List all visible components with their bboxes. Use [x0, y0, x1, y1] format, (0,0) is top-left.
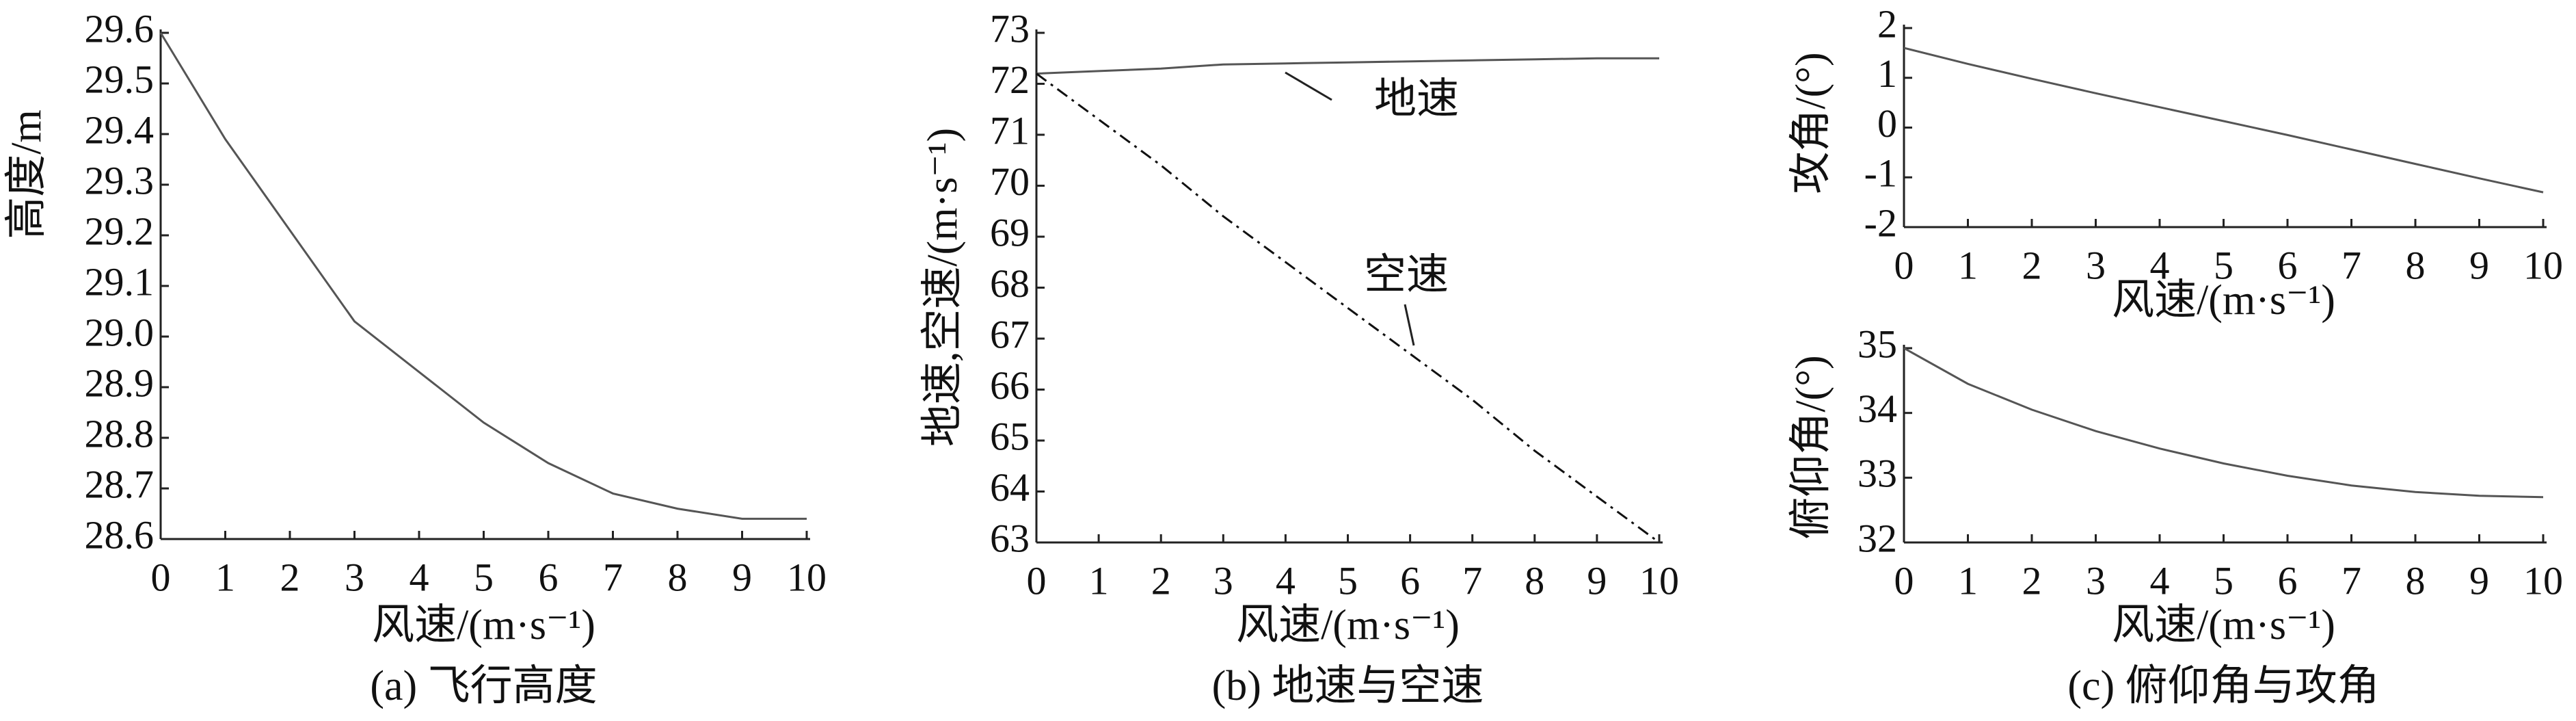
x-tick-label: 1 [1958, 558, 1978, 603]
y-tick-label: 72 [990, 57, 1030, 102]
y-tick-label: 28.7 [85, 462, 155, 506]
caption: (b) 地速与空速 [1212, 663, 1484, 709]
y-tick-label: 29.4 [85, 107, 155, 152]
x-tick-label: 6 [1400, 558, 1420, 603]
y-tick-label: 34 [1857, 386, 1897, 431]
y-tick-label: 73 [990, 6, 1030, 51]
series-annotation: 空速 [1364, 252, 1449, 298]
y-tick-label: -2 [1864, 200, 1897, 245]
x-tick-label: 5 [1338, 558, 1358, 603]
y-tick-label: 63 [990, 516, 1030, 560]
x-tick-label: 0 [1894, 243, 1914, 287]
y-axis-label: 攻角/(°) [1788, 52, 1834, 194]
caption: (a) 飞行高度 [370, 663, 597, 709]
x-tick-label: 7 [2342, 558, 2361, 603]
x-tick-label: 4 [1276, 558, 1296, 603]
x-tick-label: 7 [2342, 243, 2361, 287]
x-tick-label: 9 [2469, 558, 2489, 603]
x-tick-label: 1 [215, 555, 235, 599]
x-tick-label: 9 [2469, 243, 2489, 287]
y-tick-label: 29.6 [85, 6, 155, 51]
x-tick-label: 6 [539, 555, 559, 599]
x-tick-label: 8 [668, 555, 688, 599]
x-tick-label: 7 [603, 555, 623, 599]
y-tick-label: 29.1 [85, 259, 155, 304]
y-tick-label: 29.5 [85, 57, 155, 101]
x-axis-label: 风速/(m·s⁻¹) [372, 602, 595, 648]
y-tick-label: 28.8 [85, 411, 155, 456]
annotation-leader [1404, 304, 1415, 346]
x-tick-label: 5 [2214, 243, 2233, 287]
y-tick-label: -1 [1864, 151, 1897, 196]
x-tick-label: 6 [2278, 558, 2298, 603]
x-tick-label: 2 [280, 555, 300, 599]
y-axis-label: 地速,空速/(m·s⁻¹) [920, 128, 966, 447]
x-tick-label: 8 [2406, 243, 2426, 287]
y-tick-label: 1 [1877, 51, 1897, 96]
x-tick-label: 10 [1639, 558, 1679, 603]
x-tick-label: 10 [2523, 243, 2563, 287]
y-tick-label: 35 [1857, 322, 1897, 366]
y-tick-label: 70 [990, 159, 1030, 204]
y-tick-label: 29.2 [85, 209, 155, 253]
x-tick-label: 9 [1587, 558, 1607, 603]
x-tick-label: 1 [1089, 558, 1109, 603]
y-tick-label: 2 [1877, 1, 1897, 46]
x-tick-label: 0 [1027, 558, 1047, 603]
y-tick-label: 29.0 [85, 310, 155, 354]
x-tick-label: 4 [2150, 558, 2170, 603]
y-tick-label: 67 [990, 312, 1030, 356]
x-tick-label: 3 [1213, 558, 1233, 603]
x-tick-label: 3 [345, 555, 364, 599]
annotation-leader [1285, 71, 1332, 101]
y-tick-label: 68 [990, 261, 1030, 306]
x-tick-label: 10 [787, 555, 827, 599]
x-tick-label: 8 [2406, 558, 2426, 603]
x-tick-label: 3 [2086, 558, 2106, 603]
y-tick-label: 28.6 [85, 512, 155, 557]
x-tick-label: 0 [151, 555, 171, 599]
series-annotation: 地速 [1374, 76, 1459, 122]
x-tick-label: 2 [2022, 558, 2042, 603]
y-tick-label: 65 [990, 414, 1030, 458]
y-tick-label: 33 [1857, 451, 1897, 496]
x-tick-label: 3 [2086, 243, 2106, 287]
x-tick-label: 4 [2150, 243, 2170, 287]
y-tick-label: 71 [990, 108, 1030, 153]
x-tick-label: 5 [2214, 558, 2233, 603]
series-line [1036, 73, 1660, 544]
series-line [1903, 47, 2544, 194]
x-tick-label: 2 [1151, 558, 1171, 603]
series-line [1903, 347, 2544, 499]
x-tick-label: 2 [2022, 243, 2042, 287]
x-axis-label: 风速/(m·s⁻¹) [2112, 277, 2335, 324]
y-tick-label: 29.3 [85, 158, 155, 202]
x-tick-label: 0 [1894, 558, 1914, 603]
series-line [1036, 57, 1659, 75]
y-tick-label: 0 [1877, 101, 1897, 146]
x-tick-label: 7 [1462, 558, 1482, 603]
y-tick-label: 66 [990, 363, 1030, 408]
y-tick-label: 64 [990, 465, 1030, 510]
x-tick-label: 8 [1525, 558, 1544, 603]
x-tick-label: 6 [2278, 243, 2298, 287]
y-tick-label: 32 [1857, 516, 1897, 560]
y-tick-label: 69 [990, 210, 1030, 254]
y-tick-label: 28.9 [85, 360, 155, 405]
series-line [159, 32, 807, 520]
x-tick-label: 9 [732, 555, 752, 599]
y-axis-label: 俯仰角/(°) [1788, 355, 1834, 539]
x-tick-label: 4 [410, 555, 429, 599]
x-tick-label: 1 [1958, 243, 1978, 287]
x-axis-label: 风速/(m·s⁻¹) [2112, 602, 2335, 648]
x-tick-label: 10 [2523, 558, 2563, 603]
y-axis-label: 高度/m [3, 109, 50, 239]
caption: (c) 俯仰角与攻角 [2067, 663, 2379, 709]
x-axis-label: 风速/(m·s⁻¹) [1236, 602, 1460, 648]
x-tick-label: 5 [474, 555, 494, 599]
